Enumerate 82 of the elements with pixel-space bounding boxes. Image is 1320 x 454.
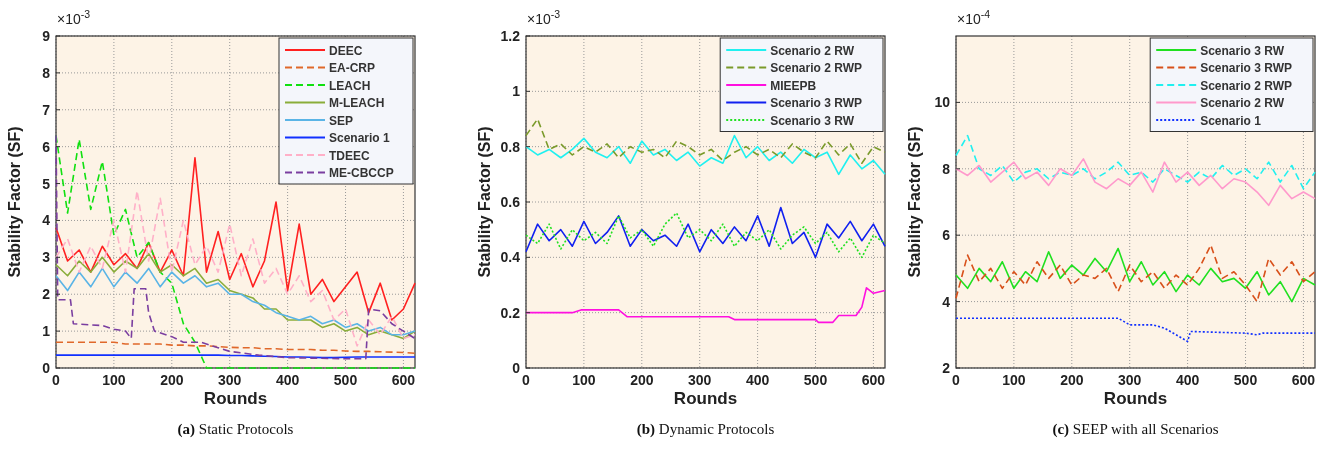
y-tick-label: 0.8 [500,138,521,155]
y-tick-label: 5 [42,175,51,192]
y-tick-label: 10 [934,94,951,111]
legend-label: DEEC [329,43,363,58]
x-tick-label: 400 [275,372,300,388]
y-tick-label: 8 [942,160,951,177]
y-tick-label: 8 [42,64,51,81]
legend-label: MIEEPB [770,78,817,93]
line-series [55,267,416,336]
legend-label: ME-CBCCP [329,166,394,180]
y-tick-label: 2 [42,286,51,303]
y-tick-label: 3 [42,249,51,266]
y-tick-label: 6 [942,227,951,244]
x-tick-label: 300 [218,372,242,388]
x-tick-label: 500 [333,372,358,388]
x-tick-label: 500 [1233,372,1258,388]
x-tick-label: 600 [861,372,886,388]
x-tick-label: 200 [160,372,184,388]
legend-label: Scenario 2 RW [770,43,855,58]
legend-label: LEACH [329,78,371,93]
line-series [55,341,416,355]
x-tick-label: 400 [1175,372,1200,388]
y-tick-label: 0 [42,360,51,376]
y-tick-label: 4 [942,293,951,310]
y-tick-label: 0.4 [500,249,521,266]
y-tick-label: 1.2 [500,28,521,44]
legend-label: EA-CRP [329,61,376,75]
legend-label: Scenario 2 RWP [770,61,863,75]
x-axis-title: Rounds [673,389,738,408]
x-tick-label: 0 [52,372,61,388]
y-tick-label: 0 [512,360,521,376]
legend-label: Scenario 2 RW [1200,96,1285,110]
x-tick-label: 200 [1060,372,1084,388]
line-series [955,134,1316,190]
x-tick-label: 300 [688,372,712,388]
line-series [55,190,416,347]
y-axis-title: Stability Factor (SF) [476,126,493,278]
y-axis-title: Stability Factor (SF) [906,126,923,278]
legend-label: TDEEC [329,148,370,163]
x-tick-label: 100 [102,372,126,388]
x-tick-label: 200 [630,372,654,388]
x-tick-label: 300 [1118,372,1142,388]
text: ×10$^{-4}$ [957,8,991,27]
x-axis-title: Rounds [1103,389,1168,408]
x-tick-label: 600 [391,372,416,388]
line-series [955,158,1316,207]
y-tick-label: 9 [42,28,51,44]
x-tick-label: 100 [1002,372,1026,388]
legend-label: SEP [329,113,354,128]
legend-label: M-LEACH [329,96,385,110]
line-series [525,134,886,176]
x-axis-title: Rounds [203,389,268,408]
y-tick-label: 0.2 [500,304,521,321]
y-tick-label: 6 [42,138,51,155]
y-tick-label: 4 [42,212,51,229]
legend-label: Scenario 3 RW [770,113,855,128]
x-tick-label: 600 [1291,372,1316,388]
text: ×10$^{-3}$ [57,8,91,27]
legend-label: Scenario 2 RWP [1200,78,1293,93]
line-series [55,252,416,340]
legend-label: Scenario 3 RWP [1200,61,1293,75]
text: ×10$^{-3}$ [527,8,561,27]
x-tick-label: 400 [745,372,770,388]
y-tick-label: 1 [512,83,521,100]
line-series [955,317,1316,343]
text: (a) Static Protocols [177,421,294,438]
y-tick-label: 2 [942,360,951,376]
x-tick-label: 100 [572,372,596,388]
legend-label: Scenario 1 [1200,113,1262,128]
legend-label: Scenario 3 RW [1200,43,1285,58]
y-tick-label: 7 [42,101,51,118]
y-tick-label: 0.6 [500,194,521,210]
legend-label: Scenario 3 RWP [770,96,863,110]
y-tick-label: 1 [42,323,51,340]
line-series [525,118,886,165]
x-tick-label: 0 [952,372,961,388]
legend-label: Scenario 1 [329,131,391,145]
text: (b) Dynamic Protocols [636,421,775,438]
x-tick-label: 500 [803,372,828,388]
text: (c) SEEP with all Scenarios [1052,421,1219,438]
x-tick-label: 0 [522,372,531,388]
y-axis-title: Stability Factor (SF) [6,126,23,278]
